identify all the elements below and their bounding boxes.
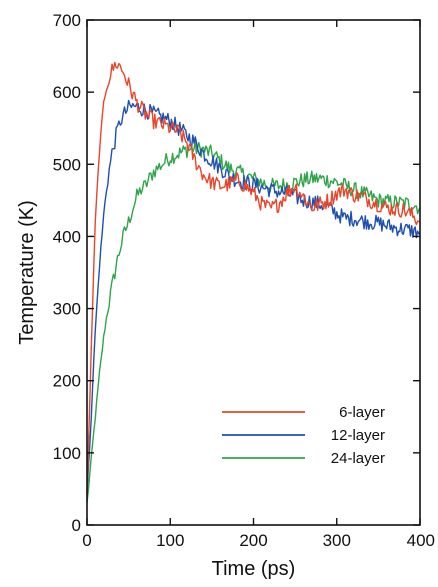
x-axis-title: Time (ps): [212, 558, 296, 580]
legend-label-24-layer: 24-layer: [331, 450, 385, 467]
y-tick-label: 400: [53, 227, 81, 246]
y-tick-label: 0: [72, 516, 81, 535]
legend-label-6-layer: 6-layer: [339, 404, 385, 421]
series-line-24-layer: [86, 140, 421, 503]
axes: 0 100 200 300 400 500 600 700 0 100 200 300 400: [53, 11, 435, 550]
series-line-12-layer: [86, 99, 421, 496]
legend: 6-layer 12-layer 24-layer: [222, 404, 385, 467]
plot-area: [86, 61, 421, 503]
legend-label-12-layer: 12-layer: [331, 427, 385, 444]
y-tick-label: 100: [53, 444, 81, 463]
y-tick-label: 700: [53, 11, 81, 30]
y-tick-label: 500: [53, 155, 81, 174]
y-tick-label: 200: [53, 372, 81, 391]
y-tick-label: 600: [53, 83, 81, 102]
x-tick-label: 300: [323, 531, 351, 550]
x-tick-label: 100: [156, 531, 184, 550]
x-tick-label: 400: [407, 531, 435, 550]
x-tick-label: 0: [82, 531, 91, 550]
y-tick-label: 300: [53, 300, 81, 319]
y-axis-title: Temperature (K): [16, 200, 38, 345]
x-tick-label: 200: [239, 531, 267, 550]
series-line-6-layer: [86, 61, 421, 494]
